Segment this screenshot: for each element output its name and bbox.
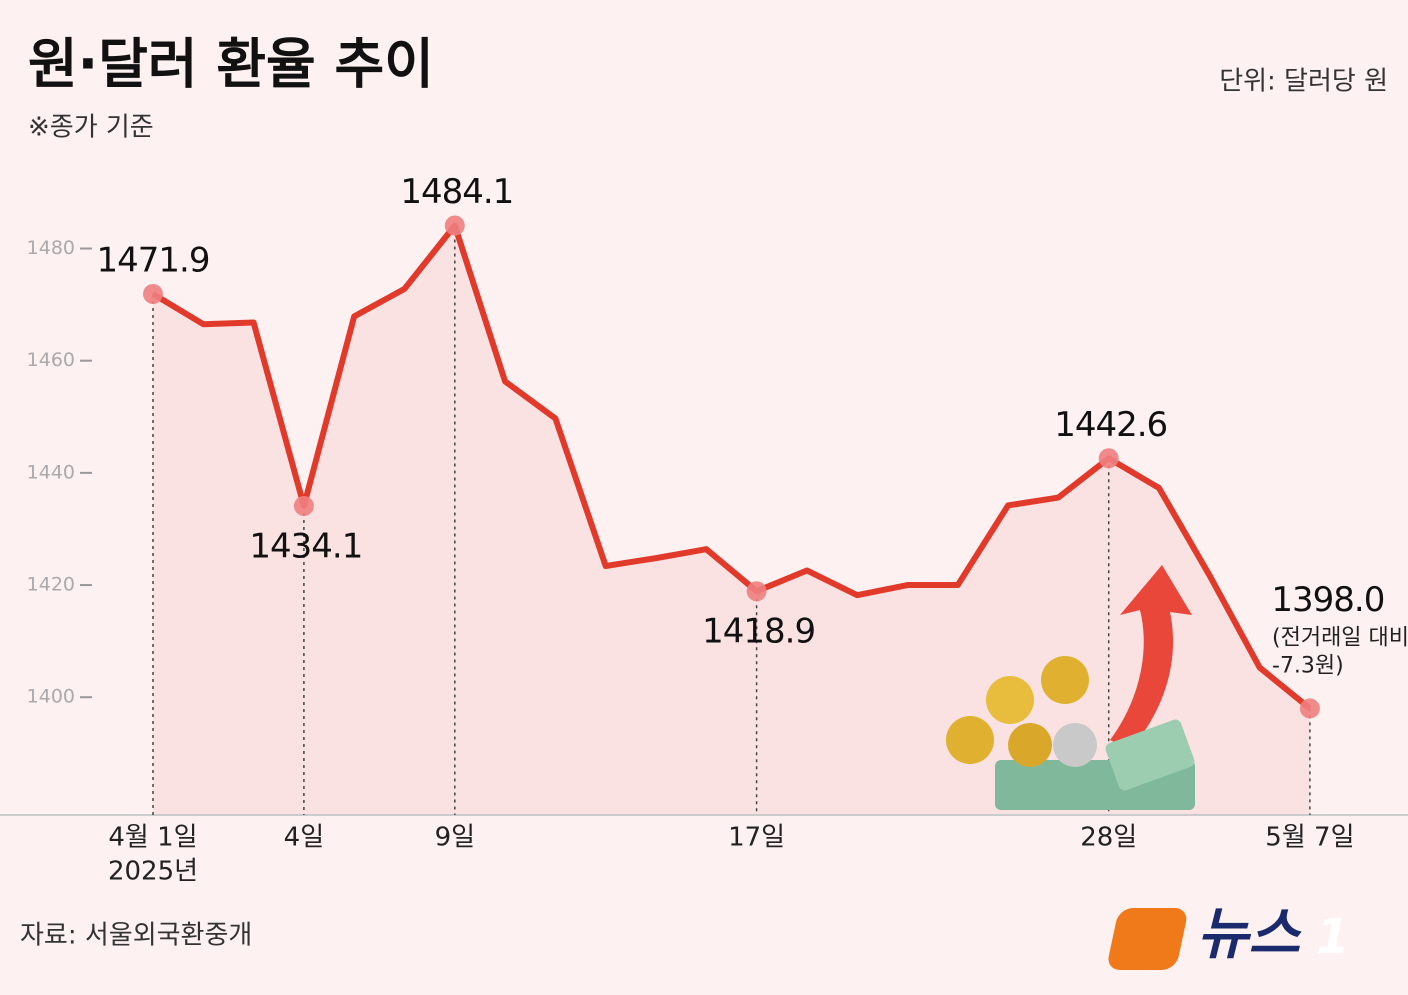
y-tick-label: 1420 — [27, 574, 75, 596]
value-label: 1442.6 — [1054, 405, 1167, 445]
value-label: 1434.1 — [249, 526, 362, 566]
subtitle: ※종가 기준 — [28, 113, 154, 143]
logo: 뉴스 1 — [1108, 902, 1350, 970]
unit-label: 단위: 달러당 원 — [1219, 67, 1388, 97]
year-label: 2025년 — [108, 857, 198, 887]
point — [746, 581, 767, 602]
coin — [1053, 723, 1097, 767]
point — [1299, 698, 1320, 719]
point — [1098, 448, 1119, 469]
coin — [1041, 656, 1089, 704]
y-tick-label: 1460 — [27, 349, 75, 371]
logo-mark: 1 — [1316, 909, 1349, 965]
value-label: 1418.9 — [702, 612, 815, 652]
logo-box — [1108, 908, 1187, 970]
value-label: 1471.9 — [97, 240, 210, 280]
value-label: 1398.0 — [1271, 580, 1384, 620]
bills — [1105, 719, 1195, 791]
area — [153, 225, 1310, 815]
x-tick-label: 17일 — [728, 823, 785, 853]
coin — [986, 676, 1034, 724]
x-tick-label: 9일 — [435, 823, 475, 853]
y-tick-label: 1440 — [27, 461, 75, 483]
point — [293, 495, 314, 516]
point — [444, 215, 465, 236]
x-tick-label: 4일 — [284, 823, 324, 853]
y-tick-label: 1480 — [27, 237, 75, 259]
point — [143, 283, 163, 304]
x-tick-label: 5월 7일 — [1265, 823, 1354, 853]
y-tick-label: 1400 — [27, 686, 75, 708]
chart-title: 원·달러 환율 추이 — [28, 33, 434, 96]
source: 자료: 서울외국환중개 — [20, 921, 252, 951]
coin — [946, 716, 994, 764]
up-arrow — [1110, 565, 1192, 750]
x-tick-label: 28일 — [1080, 823, 1137, 853]
x-tick-label: 4월 1일 — [108, 823, 197, 853]
annotation: (전거래일 대비 — [1272, 625, 1408, 650]
coin — [1008, 723, 1052, 767]
annotation: -7.3원) — [1272, 653, 1344, 678]
logo-text: 뉴스 — [1197, 902, 1303, 967]
decoration — [946, 565, 1195, 810]
value-label: 1484.1 — [400, 172, 513, 212]
